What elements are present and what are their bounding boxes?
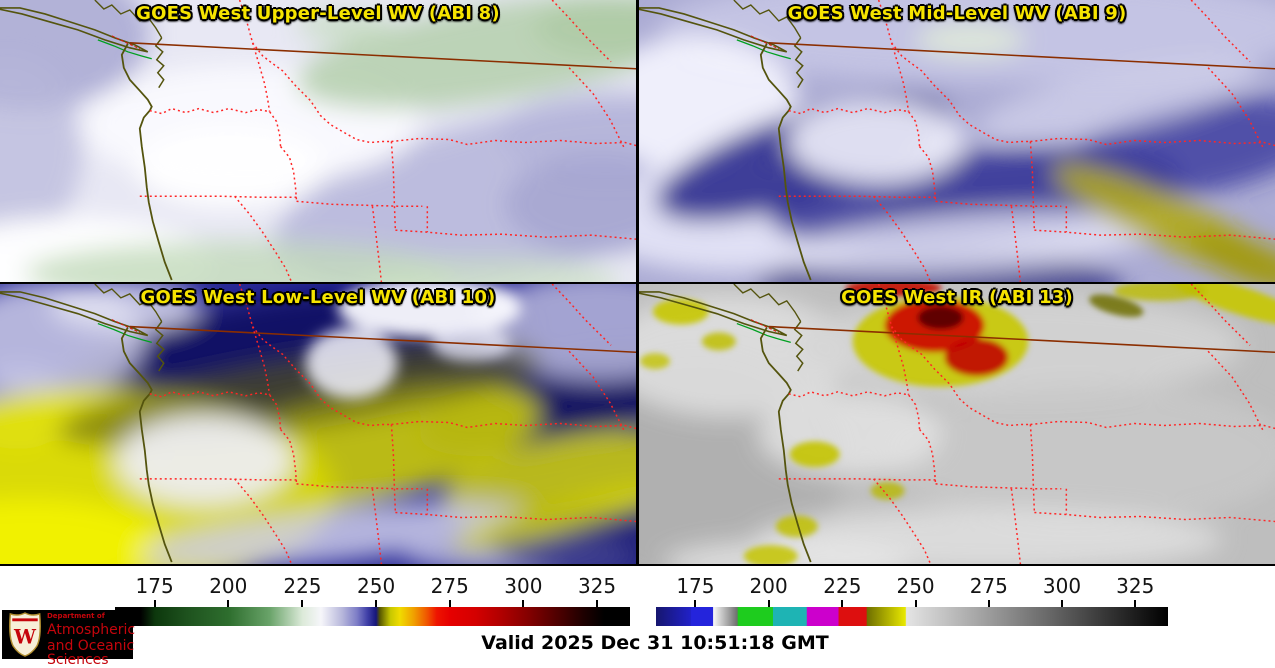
colorbar-wv-gradient — [115, 607, 630, 626]
colorbar-ir-gradient — [656, 607, 1168, 626]
panel-title-abi13: GOES West IR (ABI 13) — [841, 287, 1073, 308]
tick-label: 325 — [1116, 574, 1155, 598]
uw-crest-icon: W — [9, 612, 41, 657]
footer: 175 200 225 250 275 300 325 175 200 225 … — [0, 566, 1275, 667]
tick-label: 225 — [823, 574, 862, 598]
panel-mid-level-wv[interactable]: GOES West Mid-Level WV (ABI 9) — [639, 0, 1275, 282]
panel-low-level-wv[interactable]: GOES West Low-Level WV (ABI 10) — [0, 284, 636, 564]
satellite-image-abi9 — [639, 0, 1275, 282]
valid-timestamp: Valid 2025 Dec 31 10:51:18 GMT — [481, 632, 829, 654]
tick-label: 200 — [749, 574, 788, 598]
tick-label: 325 — [577, 574, 617, 598]
logo-line-1: Atmospheric — [47, 622, 136, 638]
tick-label: 175 — [135, 574, 174, 598]
tick-label: 300 — [504, 574, 543, 598]
svg-text:W: W — [13, 625, 37, 648]
tick-label: 275 — [430, 574, 469, 598]
panel-ir[interactable]: GOES West IR (ABI 13) — [639, 284, 1275, 564]
tick-label: 300 — [1042, 574, 1082, 598]
panel-title-abi10: GOES West Low-Level WV (ABI 10) — [140, 287, 496, 308]
satellite-image-abi10 — [0, 284, 636, 564]
colorbar-ir: 175 200 225 250 275 300 325 — [656, 566, 1168, 659]
panel-title-abi8: GOES West Upper-Level WV (ABI 8) — [136, 3, 500, 24]
satellite-image-abi13 — [639, 284, 1275, 564]
colorbar-wv: 175 200 225 250 275 300 325 — [115, 566, 630, 659]
satellite-image-abi8 — [0, 0, 636, 282]
panel-upper-level-wv[interactable]: GOES West Upper-Level WV (ABI 8) — [0, 0, 636, 282]
tick-label: 225 — [283, 574, 322, 598]
logo-line-2: and Oceanic Sciences — [47, 638, 135, 668]
tick-label: 200 — [209, 574, 248, 598]
panel-title-abi9: GOES West Mid-Level WV (ABI 9) — [787, 3, 1127, 24]
tick-label: 275 — [969, 574, 1008, 598]
uw-aos-logo: W Department of Atmospheric and Oceanic … — [2, 610, 136, 667]
tick-label: 250 — [896, 574, 935, 598]
tick-label: 250 — [357, 574, 396, 598]
quadrant-grid: GOES West Upper-Level WV (ABI 8) — [0, 0, 1275, 566]
tick-label: 175 — [676, 574, 715, 598]
logo-dept-line: Department of — [47, 612, 105, 620]
